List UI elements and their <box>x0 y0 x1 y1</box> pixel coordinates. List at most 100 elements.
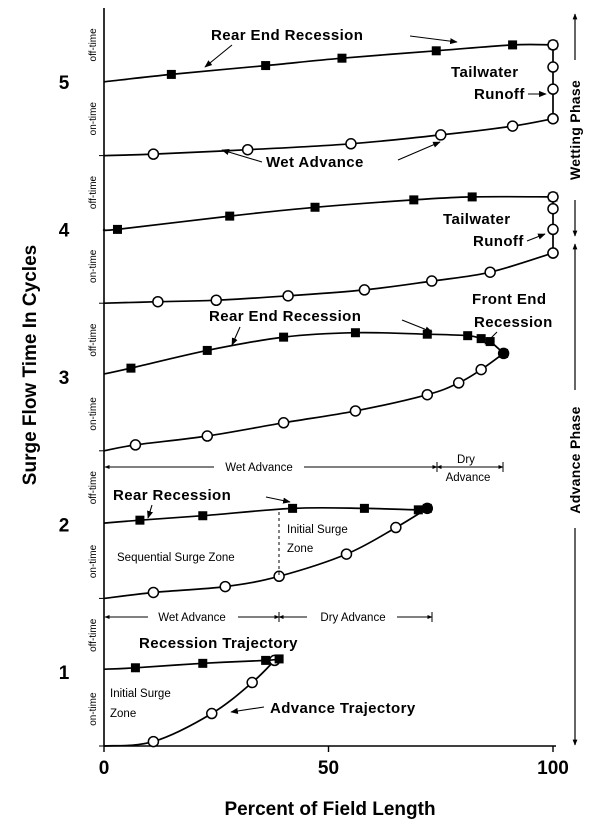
annotation-initial-surge-mid: Initial Surge <box>287 524 348 536</box>
y-tick-label-0: 1 <box>59 663 70 684</box>
series-4-advance-line <box>103 352 505 452</box>
series-3-point-1 <box>135 515 145 525</box>
annotation-front-end: Front End <box>472 291 546 308</box>
series-5-point-3 <box>279 332 289 342</box>
y-axis-ticks: 1 2 3 4 5 <box>59 73 104 747</box>
series-11-point-1 <box>547 83 559 95</box>
annotation-wet-advance-low: Wet Advance <box>158 612 226 624</box>
arrow-rear-end-recession-mid-right <box>401 319 433 333</box>
series-8-point-0 <box>547 247 559 259</box>
annotation-initial-surge-zone-low: Zone <box>110 708 136 720</box>
series-4-point-2 <box>201 430 214 442</box>
series-7-point-1 <box>112 224 122 234</box>
series-4-point-7 <box>475 363 487 376</box>
annotation-sequential-surge-zone: Sequential Surge Zone <box>117 552 235 564</box>
annotation-rear-end-recession-mid: Rear End Recession <box>209 308 361 325</box>
series-3-recession-line <box>103 506 428 524</box>
series-11-point-2 <box>547 61 559 73</box>
arrow-advance-trajectory <box>230 706 265 715</box>
series-5-point-2 <box>202 345 212 355</box>
annotation-dry-mid: Dry <box>457 454 475 466</box>
series-5-point-6 <box>463 331 473 341</box>
series-7-point-2 <box>225 211 235 221</box>
annotation-wet-advance-mid: Wet Advance <box>225 462 293 474</box>
annotation-initial-surge-zone-mid: Zone <box>287 543 313 555</box>
y-tick-label-4: 5 <box>59 73 70 94</box>
label-bg-wet-advance-mid <box>214 459 304 474</box>
series-5-point-4 <box>350 328 360 338</box>
on-off-labels: on-time off-time on-time off-time on-time off… <box>88 28 99 726</box>
annotation-dry-advance-low: Dry Advance <box>320 612 385 624</box>
annotation-initial-surge-low: Initial Surge <box>110 688 171 700</box>
series-7-point-5 <box>467 192 477 202</box>
annotation-front-end-recession: Recession <box>474 314 553 331</box>
advance-phase-label: Advance Phase <box>567 406 583 513</box>
series-4-point-6 <box>452 377 465 389</box>
series-2-point-5 <box>390 521 402 534</box>
annotation-runoff-top: Runoff <box>474 86 525 103</box>
on-time-label-4: on-time <box>88 102 99 136</box>
arrow-rear-recession-left <box>147 504 153 519</box>
annotation-rear-recession: Rear Recession <box>113 487 231 504</box>
label-bg-dry-advance-low <box>307 610 397 625</box>
series-3-point-5 <box>413 505 423 515</box>
series-0-point-2 <box>206 707 218 720</box>
wetting-phase-label: Wetting Phase <box>567 80 583 180</box>
off-time-label-4: off-time <box>88 28 99 62</box>
series-5-recession-line <box>103 331 505 375</box>
x-axis-title: Percent of Field Length <box>224 799 435 820</box>
series-4-point-5 <box>421 388 434 401</box>
annotation-rear-end-recession-top: Rear End Recession <box>211 27 363 44</box>
series-8-point-1 <box>547 223 559 236</box>
x-axis-ticks: 0 50 100 <box>99 746 569 779</box>
series-5-point-5 <box>422 329 432 339</box>
x-tick-label-1: 50 <box>318 758 339 779</box>
series-11-point-3 <box>547 39 559 51</box>
series-10-point-2 <box>261 61 271 71</box>
series-8-point-3 <box>547 191 559 203</box>
series-6-point-3 <box>282 290 294 302</box>
off-time-label-3: off-time <box>88 175 99 209</box>
series-1-point-4 <box>274 654 284 664</box>
series-10-point-4 <box>431 46 441 56</box>
phase-bar: Wetting Phase Advance Phase <box>567 13 583 746</box>
series-5-point-9 <box>499 348 509 358</box>
series-7-point-4 <box>409 195 419 205</box>
series-9-point-5 <box>506 120 519 132</box>
series-4-point-4 <box>349 405 362 417</box>
arrow-rear-end-recession-top-left <box>204 44 233 68</box>
series-10-point-1 <box>166 69 176 79</box>
series-3-point-3 <box>288 503 298 513</box>
annotation-advance-mid: Advance <box>446 472 491 484</box>
annotation-tailwater-top: Tailwater <box>451 64 519 81</box>
series-9-point-4 <box>435 129 447 141</box>
series-1-point-1 <box>130 663 140 673</box>
arrow-wet-advance-top-right <box>397 141 441 161</box>
series-9-point-1 <box>147 148 160 160</box>
on-time-label-2: on-time <box>88 397 99 431</box>
series-11-point-0 <box>547 112 559 125</box>
series-0-advance-line <box>103 659 276 747</box>
y-tick-label-1: 2 <box>59 516 70 537</box>
off-time-label-2: off-time <box>88 323 99 357</box>
on-time-label-3: on-time <box>88 249 99 283</box>
y-tick-label-2: 3 <box>59 368 70 389</box>
series-6-point-6 <box>484 266 496 278</box>
series-1-recession-line <box>103 658 280 671</box>
series-3-point-4 <box>359 503 369 513</box>
y-axis-title: Surge Flow Time In Cycles <box>20 245 41 485</box>
annotation-tailwater-mid: Tailwater <box>443 211 511 228</box>
label-bg-wet-advance-low <box>148 610 238 625</box>
series-5-point-7 <box>476 334 486 344</box>
series-0-point-1 <box>147 735 160 748</box>
series-2-point-3 <box>273 570 285 583</box>
arrow-rear-recession-right <box>265 496 291 504</box>
x-tick-label-0: 0 <box>99 758 110 779</box>
y-tick-label-3: 4 <box>59 220 70 241</box>
on-time-label-1: on-time <box>88 544 99 578</box>
series-10-point-5 <box>508 40 518 50</box>
series-4-point-3 <box>277 417 290 429</box>
on-time-label-0: on-time <box>88 692 99 726</box>
series-8-point-2 <box>547 202 559 215</box>
series-5-point-1 <box>126 363 136 373</box>
